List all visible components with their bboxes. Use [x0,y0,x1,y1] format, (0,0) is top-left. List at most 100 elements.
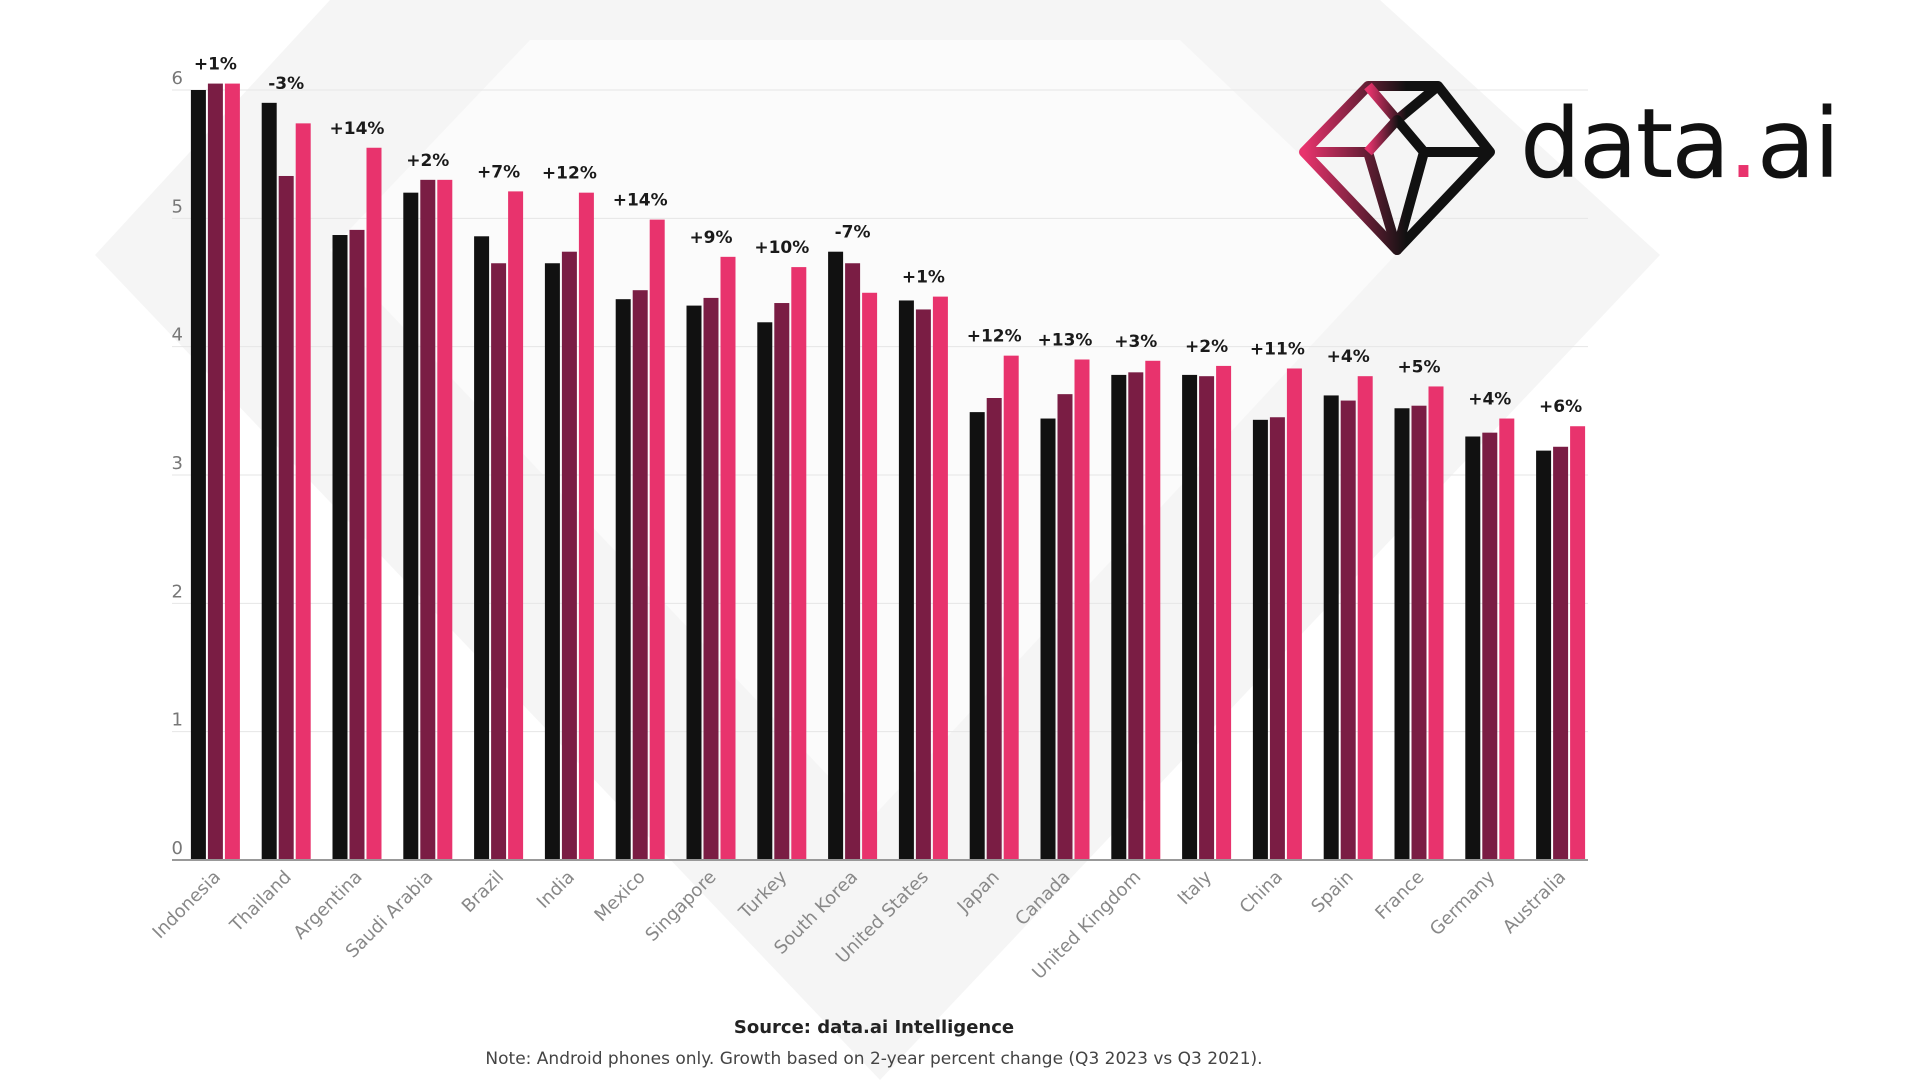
bar-canada-s2 [1057,394,1073,860]
bar-singapore-s1 [686,305,702,861]
source-caption: Source: data.ai Intelligence [733,1017,1015,1038]
y-tick-label: 2 [172,581,183,602]
bar-brazil-s3 [508,191,524,861]
bar-italy-s3 [1216,365,1232,860]
x-category-label: China [1236,867,1287,918]
growth-label: +2% [1185,337,1228,357]
bar-mexico-s3 [649,219,665,860]
bar-saudi-arabia-s3 [437,179,453,861]
bar-canada-s3 [1074,359,1090,860]
x-category-label: Brazil [458,867,508,917]
bar-china-s3 [1286,368,1302,860]
bar-mexico-s1 [615,299,631,860]
bar-india-s3 [578,192,594,860]
growth-label: +12% [967,327,1022,347]
bar-spain-s2 [1340,400,1356,860]
bar-spain-s1 [1323,395,1339,860]
bar-brazil-s1 [474,236,490,861]
bar-turkey-s2 [774,303,790,860]
bar-singapore-s3 [720,256,736,860]
x-category-label: Argentina [290,867,367,944]
bar-germany-s2 [1482,432,1498,860]
x-category-label: Indonesia [149,867,225,943]
growth-label: +2% [406,151,449,171]
x-category-label: Japan [953,867,1004,918]
bar-saudi-arabia-s2 [420,179,436,861]
growth-label: -3% [268,74,304,94]
growth-label: +5% [1397,357,1440,377]
bar-united-states-s1 [898,300,914,860]
bar-germany-s3 [1499,418,1515,860]
growth-label: +4% [1468,390,1511,410]
growth-label: -7% [835,223,871,243]
x-category-label: Spain [1307,867,1357,917]
x-category-label: India [533,867,579,913]
growth-label: +7% [477,162,520,182]
bar-mexico-s2 [632,290,648,860]
x-category-label: Canada [1011,867,1074,930]
bar-france-s2 [1411,405,1427,860]
bar-thailand-s2 [278,175,294,860]
bar-united-kingdom-s3 [1145,360,1161,860]
bar-india-s2 [561,251,577,860]
y-tick-label: 0 [172,838,183,859]
bar-indonesia-s3 [224,83,240,861]
y-tick-label: 5 [172,196,183,217]
growth-labels: +1% -3% +14% +2% +7% +12% +14% +9% +10% -7% +1% +12… [194,55,1582,418]
bar-germany-s1 [1465,436,1481,860]
bar-australia-s2 [1553,446,1569,860]
brand-name-end: ai [1756,88,1840,200]
bar-indonesia-s2 [207,83,223,861]
y-axis-ticks: 0 1 2 3 4 5 6 [172,68,183,859]
x-category-label: France [1371,867,1428,924]
bar-south-korea-s3 [862,292,878,860]
growth-label: +14% [330,119,385,139]
growth-label: +9% [689,228,732,248]
bar-japan-s2 [986,398,1002,860]
bar-indonesia-s1 [190,90,206,860]
growth-label: +14% [613,191,668,211]
bar-india-s1 [544,263,560,860]
growth-label: +1% [194,55,237,75]
note-caption: Note: Android phones only. Growth based … [485,1049,1263,1069]
data-ai-logo-icon [1299,81,1495,255]
bar-turkey-s3 [791,267,807,861]
y-tick-label: 3 [172,453,183,474]
bar-canada-s1 [1040,418,1056,860]
bar-australia-s3 [1570,426,1586,860]
x-category-label: Australia [1499,867,1570,938]
bar-south-korea-s1 [828,251,844,860]
bar-china-s2 [1269,417,1285,860]
bar-south-korea-s2 [845,263,861,860]
x-category-label: Turkey [734,866,791,923]
x-category-label: Mexico [590,867,649,926]
x-category-label: Singapore [641,867,720,946]
x-category-label: Germany [1426,866,1500,940]
growth-label: +10% [754,238,809,258]
y-tick-label: 4 [172,325,183,346]
bar-japan-s3 [1003,355,1019,860]
brand-name-main: data [1520,88,1730,200]
bar-united-kingdom-s1 [1111,374,1127,860]
y-tick-label: 1 [172,710,183,731]
bar-united-states-s2 [915,309,931,860]
bar-united-kingdom-s2 [1128,372,1144,860]
y-tick-label: 6 [172,68,183,89]
bar-china-s1 [1252,419,1268,860]
brand-wordmark: data.ai [1520,96,1840,192]
bar-saudi-arabia-s1 [403,192,419,860]
bar-france-s1 [1394,408,1410,860]
growth-label: +6% [1539,397,1582,417]
bar-japan-s1 [969,412,985,860]
growth-label: +4% [1327,347,1370,367]
bar-italy-s1 [1182,374,1198,860]
growth-label: +13% [1038,331,1093,351]
x-category-label: Italy [1174,866,1217,909]
bar-brazil-s2 [491,263,507,860]
growth-label: +1% [902,268,945,288]
bar-thailand-s1 [261,102,277,861]
growth-label: +12% [542,164,597,184]
